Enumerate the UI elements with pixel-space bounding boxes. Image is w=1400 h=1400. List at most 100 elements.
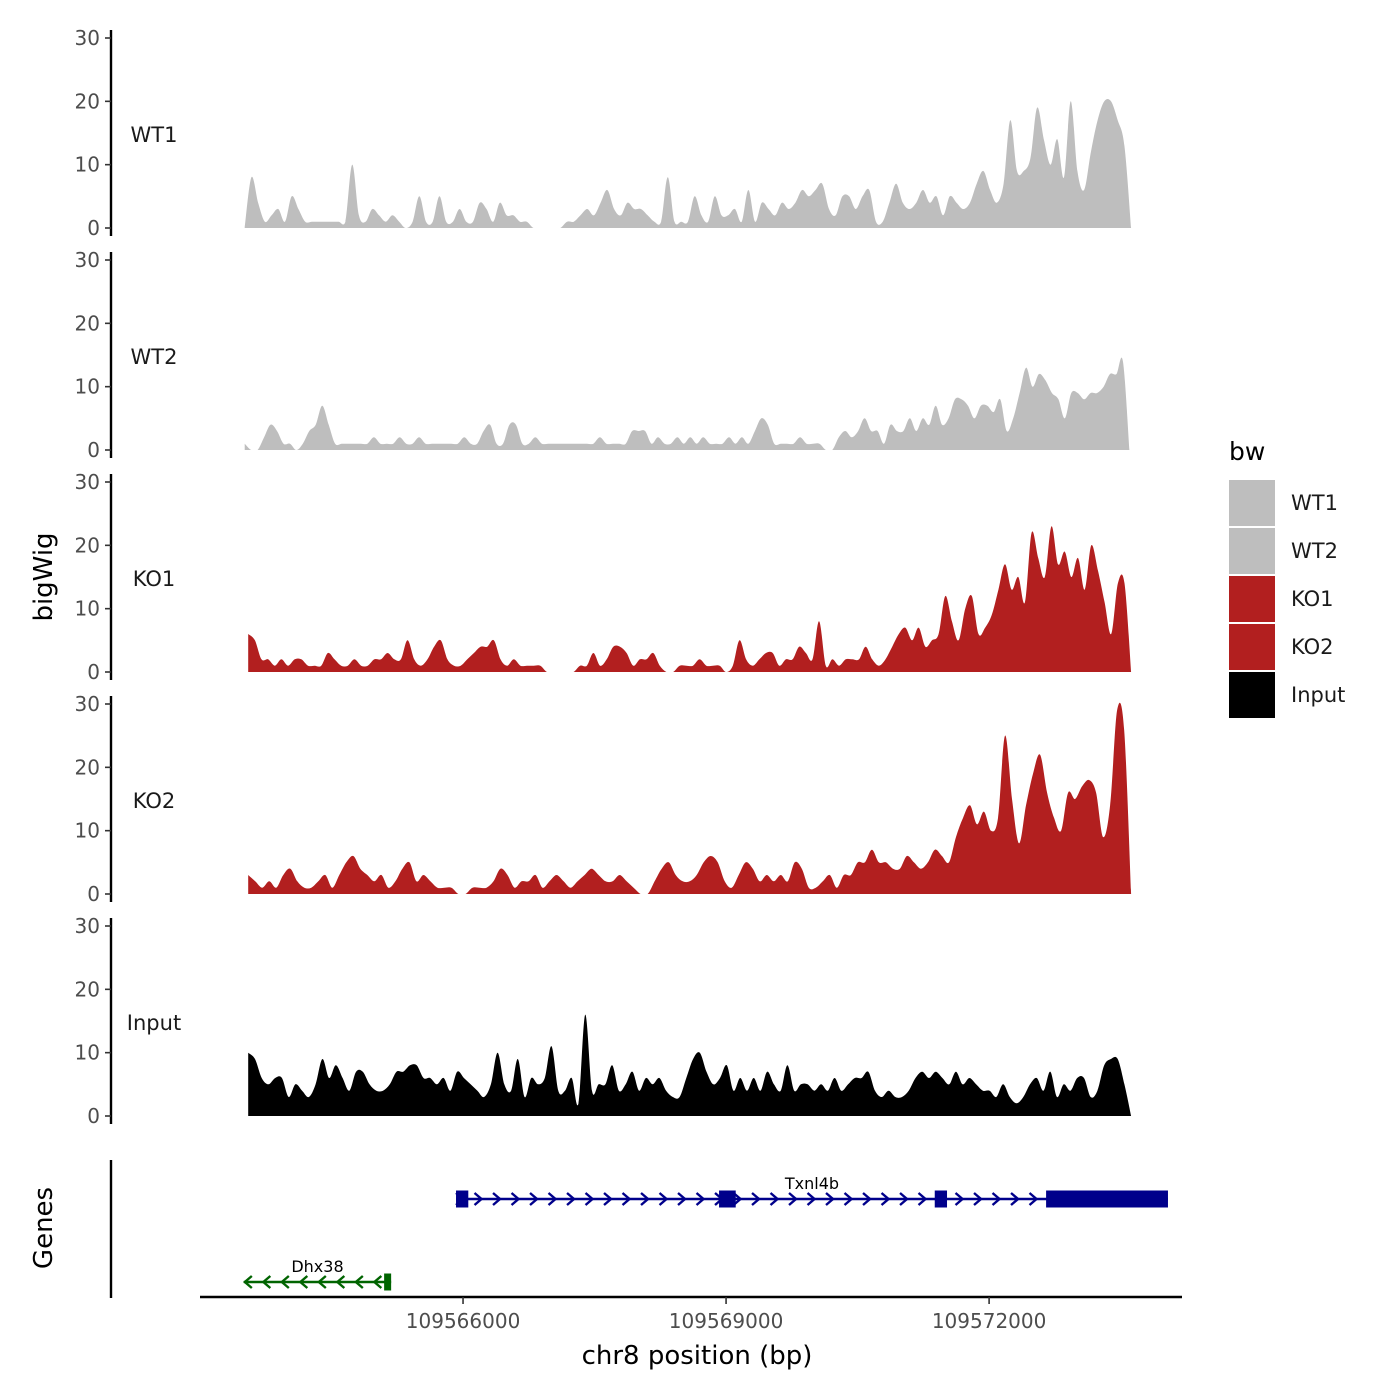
y-tick-label: 10 (75, 597, 100, 621)
y-tick-label: 30 (75, 692, 100, 716)
track-wt2: 0 10 20 30 WT2 (75, 248, 1130, 462)
strand-chevron (603, 1192, 613, 1206)
y-tick-label: 0 (87, 660, 100, 684)
strand-chevron (529, 1192, 539, 1206)
track-label-wt2: WT2 (131, 345, 178, 369)
y-tick-label: 20 (75, 977, 100, 1001)
track-area-ko1 (248, 526, 1132, 672)
tracks: 0 10 20 30 WT1 0 10 20 30 WT2 0 10 20 30 KO1 0 10 20 30 KO2… (75, 26, 1132, 1128)
legend-label-wt2: WT2 (1291, 539, 1338, 563)
track-wt1: 0 10 20 30 WT1 (75, 26, 1132, 240)
track-ko1: 0 10 20 30 KO1 (75, 470, 1132, 684)
x-axis: 109566000 109569000 109572000 (200, 1295, 1182, 1333)
strand-chevron (695, 1192, 706, 1206)
strand-chevron (862, 1192, 872, 1206)
genes-axis-title: Genes (29, 1187, 59, 1269)
strand-chevron (917, 1192, 928, 1206)
track-label-input: Input (127, 1011, 181, 1035)
gene-txnl4b-exon (1046, 1190, 1168, 1208)
y-tick-label: 10 (75, 375, 100, 399)
strand-chevron (880, 1192, 891, 1206)
legend-key-ko1 (1229, 576, 1275, 622)
legend-label-wt1: WT1 (1291, 491, 1338, 515)
gene-dhx38-exon (384, 1273, 392, 1291)
y-tick-label: 0 (87, 882, 100, 906)
strand-chevron (843, 1192, 854, 1206)
y-tick-label: 0 (87, 438, 100, 462)
y-tick-label: 10 (75, 153, 100, 177)
strand-chevron (788, 1192, 798, 1206)
y-tick-label: 30 (75, 914, 100, 938)
strand-chevron (510, 1192, 521, 1206)
strand-chevron (353, 1275, 364, 1289)
gene-txnl4b-exon (934, 1190, 948, 1208)
track-area-input (248, 1014, 1132, 1116)
legend: bw WT1 WT2 KO1 KO2 Input (1229, 437, 1345, 718)
strand-chevron (677, 1192, 687, 1206)
strand-chevron (566, 1192, 576, 1206)
track-ko2: 0 10 20 30 KO2 (75, 692, 1132, 906)
strand-chevron (316, 1275, 327, 1289)
y-tick-label: 20 (75, 533, 100, 557)
strand-chevron (991, 1192, 1002, 1206)
strand-chevron (261, 1275, 272, 1289)
strand-chevron (547, 1192, 558, 1206)
gene-txnl4b: Txnl4b (455, 1174, 1168, 1208)
strand-chevron (298, 1275, 309, 1289)
strand-chevron (658, 1192, 669, 1206)
gene-track: Txnl4b Dhx38 (109, 1160, 1168, 1298)
strand-chevron (825, 1192, 835, 1206)
strand-chevron (242, 1275, 253, 1289)
track-area-wt1 (244, 98, 1132, 228)
strand-chevron (1010, 1192, 1020, 1206)
y-axis-title: bigWig (29, 532, 59, 621)
legend-label-ko1: KO1 (1291, 587, 1334, 611)
track-label-wt1: WT1 (131, 123, 178, 147)
gene-dhx38: Dhx38 (242, 1257, 392, 1291)
strand-chevron (973, 1192, 983, 1206)
y-tick-label: 20 (75, 311, 100, 335)
y-tick-label: 10 (75, 819, 100, 843)
strand-chevron (954, 1192, 965, 1206)
track-label-ko1: KO1 (133, 567, 176, 591)
gene-label-dhx38: Dhx38 (291, 1257, 343, 1276)
strand-chevron (621, 1192, 632, 1206)
track-area-ko2 (248, 702, 1132, 894)
y-tick-label: 30 (75, 248, 100, 272)
legend-key-wt2 (1229, 528, 1275, 574)
x-tick-label: 109566000 (406, 1309, 521, 1333)
legend-label-ko2: KO2 (1291, 635, 1334, 659)
gene-txnl4b-exon (456, 1190, 469, 1208)
track-area-wt2 (244, 357, 1130, 450)
strand-chevron (899, 1192, 909, 1206)
strand-chevron (492, 1192, 502, 1206)
y-tick-label: 30 (75, 26, 100, 50)
track-label-ko2: KO2 (133, 789, 176, 813)
y-tick-label: 20 (75, 89, 100, 113)
strand-chevron (372, 1275, 383, 1289)
strand-chevron (279, 1275, 290, 1289)
strand-chevron (732, 1192, 743, 1206)
legend-title: bw (1229, 437, 1265, 466)
gene-label-txnl4b: Txnl4b (784, 1174, 839, 1193)
legend-label-input: Input (1291, 683, 1345, 707)
strand-chevron (335, 1275, 346, 1289)
y-tick-label: 20 (75, 755, 100, 779)
gene-txnl4b-exon (719, 1190, 736, 1208)
legend-key-wt1 (1229, 480, 1275, 526)
strand-chevron (769, 1192, 780, 1206)
strand-chevron (806, 1192, 817, 1206)
strand-chevron (1028, 1192, 1039, 1206)
y-tick-label: 0 (87, 216, 100, 240)
legend-key-ko2 (1229, 624, 1275, 670)
track-input: 0 10 20 30 Input (75, 914, 1132, 1128)
strand-chevron (751, 1192, 761, 1206)
y-tick-label: 30 (75, 470, 100, 494)
x-tick-label: 109569000 (669, 1309, 784, 1333)
strand-chevron (473, 1192, 484, 1206)
strand-chevron (640, 1192, 650, 1206)
y-tick-label: 10 (75, 1041, 100, 1065)
legend-key-input (1229, 672, 1275, 718)
x-tick-label: 109572000 (932, 1309, 1047, 1333)
